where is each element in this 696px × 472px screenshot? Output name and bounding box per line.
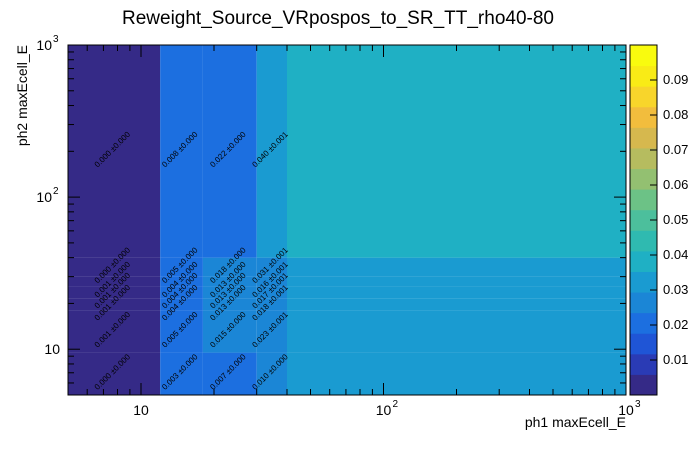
- color-scale-swatch: [630, 168, 657, 190]
- x-tick-label: 10: [618, 402, 634, 418]
- heatmap-cell: [286, 45, 626, 258]
- color-scale-swatch: [630, 189, 657, 211]
- color-scale-tick-label: 0.01: [663, 352, 688, 367]
- color-scale-tick-label: 0.09: [663, 72, 688, 87]
- heatmap-cell: [256, 352, 287, 395]
- y-axis-title: ph2 maxEcell_E: [14, 45, 30, 146]
- color-scale-swatch: [630, 147, 657, 170]
- heatmap-cell: [286, 310, 626, 353]
- heatmap-cell: [68, 45, 161, 258]
- cell-value-label: 0.050 ±0.001: [0, 0, 24, 2]
- heatmap-cell: [160, 352, 203, 395]
- y-tick-exponent: 2: [53, 186, 59, 197]
- heatmap-cell: [160, 276, 203, 287]
- heatmap-cells: [68, 45, 626, 395]
- color-scale-tick-label: 0.03: [663, 282, 688, 297]
- heatmap-cell: [256, 310, 287, 353]
- color-scale-swatch: [630, 333, 657, 355]
- heatmap-cell: [160, 257, 203, 277]
- heatmap-cell: [286, 257, 626, 277]
- heatmap-cell: [202, 257, 257, 277]
- chart-title: Reweight_Source_VRpospos_to_SR_TT_rho40-…: [122, 8, 554, 29]
- plot-frame: [67, 44, 627, 396]
- heatmap-cell: [160, 310, 203, 353]
- cell-value-label: 0.083 ±0.001: [0, 0, 24, 2]
- heatmap-cell: [68, 310, 161, 353]
- heatmap-cell: [256, 276, 287, 287]
- color-scale-swatch: [630, 353, 657, 375]
- heatmap-cell: [202, 352, 257, 395]
- heatmap-cell: [68, 286, 161, 299]
- color-scale-swatch: [630, 86, 657, 108]
- color-scale-swatch: [630, 65, 657, 87]
- color-scale-tick-label: 0.08: [663, 107, 688, 122]
- color-scale-tick-label: 0.07: [663, 142, 688, 157]
- heatmap-cell: [202, 310, 257, 353]
- heatmap-cell: [160, 286, 203, 299]
- heatmap-cell: [286, 286, 626, 299]
- color-scale-swatch: [630, 292, 657, 314]
- x-tick-exponent: 3: [635, 399, 641, 410]
- color-scale-swatch: [630, 312, 657, 334]
- heatmap-cell: [286, 298, 626, 311]
- heatmap-cell: [202, 276, 257, 287]
- heatmap-cell: [256, 298, 287, 311]
- y-tick-exponent: 3: [53, 34, 59, 45]
- x-axis: 10 10 2 10 3: [67, 45, 641, 418]
- heatmap-cell: [286, 352, 626, 395]
- color-scale-tick-label: 0.05: [663, 212, 688, 227]
- color-scale-swatch: [630, 45, 657, 67]
- color-scale-tick-label: 0.02: [663, 317, 688, 332]
- x-tick-label: 10: [133, 402, 149, 418]
- heatmap-cell: [160, 45, 203, 258]
- y-tick-label: 10: [36, 189, 52, 205]
- heatmap-cell: [202, 45, 257, 258]
- color-scale-swatch: [630, 127, 657, 149]
- color-scale-bar: [629, 44, 658, 396]
- color-scale-swatch: [630, 230, 657, 252]
- heatmap-cell: [256, 45, 287, 258]
- heatmap-cell: [202, 298, 257, 311]
- heatmap-cell: [68, 352, 161, 395]
- color-scale-swatch: [630, 374, 657, 396]
- heatmap-cell: [68, 298, 161, 311]
- color-scale-swatch: [630, 250, 657, 272]
- cell-value-label: 0.058 ±0.001: [0, 0, 24, 2]
- heatmap-cell: [256, 286, 287, 299]
- y-tick-label: 10: [36, 37, 52, 53]
- color-scale-tick-label: 0.06: [663, 177, 688, 192]
- heatmap-cell: [256, 257, 287, 277]
- heatmap-cell: [202, 286, 257, 299]
- cell-value-label: 0.099 ±0.001: [0, 0, 24, 2]
- color-scale-tick-label: 0.04: [663, 247, 688, 262]
- heatmap-cell: [68, 276, 161, 287]
- x-tick-exponent: 2: [392, 399, 398, 410]
- color-scale-swatch: [630, 106, 657, 128]
- x-tick-label: 10: [376, 402, 392, 418]
- cell-value-label: 0.041 ±0.001: [0, 0, 24, 2]
- heatmap-cell: [68, 257, 161, 277]
- heatmap-cell: [160, 298, 203, 311]
- color-scale-axis: 0.01 0.02 0.03 0.04 0.05 0.06 0.07 0.08 0.09: [650, 72, 688, 367]
- y-tick-label: 10: [44, 341, 60, 357]
- x-axis-title: ph1 maxEcell_E: [525, 414, 626, 430]
- cell-value-label: 0.041 ±0.001: [0, 0, 24, 2]
- color-scale-swatch: [630, 271, 657, 293]
- cell-value-label: 0.025 ±0.001: [0, 0, 24, 2]
- color-scale-swatch: [630, 209, 657, 231]
- heatmap-cell: [286, 276, 626, 287]
